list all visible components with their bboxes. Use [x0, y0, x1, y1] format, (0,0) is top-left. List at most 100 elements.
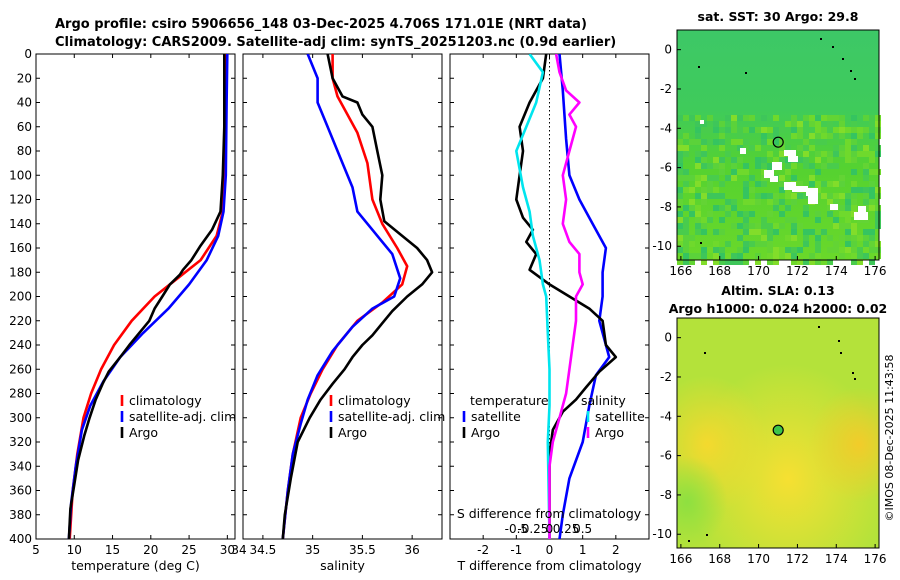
sst-pixel: [695, 115, 701, 121]
salinity-xtick-label: 36: [405, 543, 420, 557]
sst-pixel: [833, 163, 839, 169]
sst-pixel: [737, 157, 743, 163]
legend-salinity-title: salinity: [581, 393, 626, 408]
sst-pixel: [779, 247, 785, 253]
island-marker: [704, 352, 706, 354]
sst-missing-data: [808, 196, 818, 204]
sst-pixel: [677, 241, 683, 247]
sst-pixel: [827, 181, 833, 187]
sst-pixel: [851, 241, 857, 247]
sst-pixel: [869, 169, 875, 175]
sst-pixel: [695, 205, 701, 211]
sst-pixel: [695, 253, 701, 259]
sst-pixel: [827, 127, 833, 133]
sst-pixel: [815, 235, 821, 241]
sst-pixel: [755, 127, 761, 133]
sst-pixel: [869, 121, 875, 127]
sst-pixel: [779, 145, 785, 151]
sst-pixel: [713, 259, 719, 265]
island-marker: [820, 38, 822, 40]
island-marker: [706, 534, 708, 536]
sst-pixel: [863, 253, 869, 259]
sst-pixel: [755, 229, 761, 235]
legend-label: satellite: [471, 409, 521, 424]
sst-pixel: [749, 127, 755, 133]
longitude-tick-label: 168: [708, 552, 731, 566]
sst-pixel: [683, 217, 689, 223]
sst-pixel: [767, 211, 773, 217]
sst-pixel: [875, 187, 881, 193]
sst-pixel: [815, 157, 821, 163]
sst-pixel: [833, 241, 839, 247]
sst-pixel: [809, 121, 815, 127]
sst-pixel: [863, 163, 869, 169]
sst-pixel: [833, 145, 839, 151]
secondary-xtick-label: 0.5: [573, 522, 592, 536]
salinity-xtick-label: 34.5: [250, 543, 277, 557]
sst-pixel: [701, 187, 707, 193]
latitude-tick-label: -4: [660, 409, 672, 423]
difference-panel: -2 -1 0 1 2T difference from climatology temp…: [449, 53, 650, 573]
sst-pixel: [839, 223, 845, 229]
legend-label: climatology: [129, 393, 202, 408]
latitude-tick-label: -8: [660, 488, 672, 502]
island-marker: [832, 46, 834, 48]
difference-series-t-satellite: [558, 54, 611, 539]
difference-series-s-satellite: [515, 54, 551, 539]
sst-pixel: [821, 193, 827, 199]
sst-pixel: [803, 205, 809, 211]
sst-pixel: [731, 157, 737, 163]
sst-pixel: [701, 145, 707, 151]
sst-pixel: [863, 187, 869, 193]
sst-pixel: [815, 241, 821, 247]
sst-pixel: [875, 169, 881, 175]
sst-pixel: [779, 151, 785, 157]
sst-pixel: [677, 187, 683, 193]
difference-xtick-label: -2: [477, 543, 489, 557]
sst-pixel: [779, 175, 785, 181]
sst-pixel: [767, 163, 773, 169]
sst-pixel: [707, 127, 713, 133]
sst-pixel: [767, 259, 773, 265]
sst-pixel: [851, 151, 857, 157]
sst-pixel: [695, 175, 701, 181]
sst-pixel: [821, 133, 827, 139]
sst-pixel: [713, 157, 719, 163]
sst-pixel: [731, 175, 737, 181]
sst-pixel: [875, 193, 881, 199]
sst-pixel: [869, 133, 875, 139]
sst-pixel: [803, 235, 809, 241]
sst-pixel: [725, 241, 731, 247]
sst-pixel: [743, 115, 749, 121]
sst-pixel: [833, 217, 839, 223]
temperature-panel: 0 20 40 60 80 100 120 140 160 180 200 220 240 260 280 3…: [9, 47, 236, 573]
depth-tick-label: 220: [9, 314, 32, 328]
island-marker: [850, 70, 852, 72]
sst-pixel: [743, 169, 749, 175]
sst-pixel: [683, 133, 689, 139]
sst-pixel: [755, 193, 761, 199]
sst-pixel: [869, 193, 875, 199]
sst-pixel: [785, 169, 791, 175]
sst-pixel: [875, 217, 881, 223]
argo-position-marker: [772, 136, 784, 148]
sst-pixel: [851, 127, 857, 133]
sst-pixel: [845, 229, 851, 235]
sst-pixel: [707, 193, 713, 199]
sst-pixel: [761, 241, 767, 247]
salinity-series-argo: [281, 54, 434, 539]
sst-pixel: [737, 115, 743, 121]
sst-pixel: [803, 211, 809, 217]
temperature-series-satellite-adj-clim: [67, 54, 229, 539]
sst-pixel: [743, 247, 749, 253]
sst-pixel: [773, 115, 779, 121]
sst-pixel: [725, 259, 731, 265]
sst-pixel: [839, 253, 845, 259]
legend-label: Argo: [338, 425, 367, 440]
sst-pixel: [677, 193, 683, 199]
sst-pixel: [761, 115, 767, 121]
sst-pixel: [875, 211, 881, 217]
sst-missing-data: [700, 120, 704, 124]
sst-pixel: [761, 217, 767, 223]
sst-pixel: [809, 253, 815, 259]
